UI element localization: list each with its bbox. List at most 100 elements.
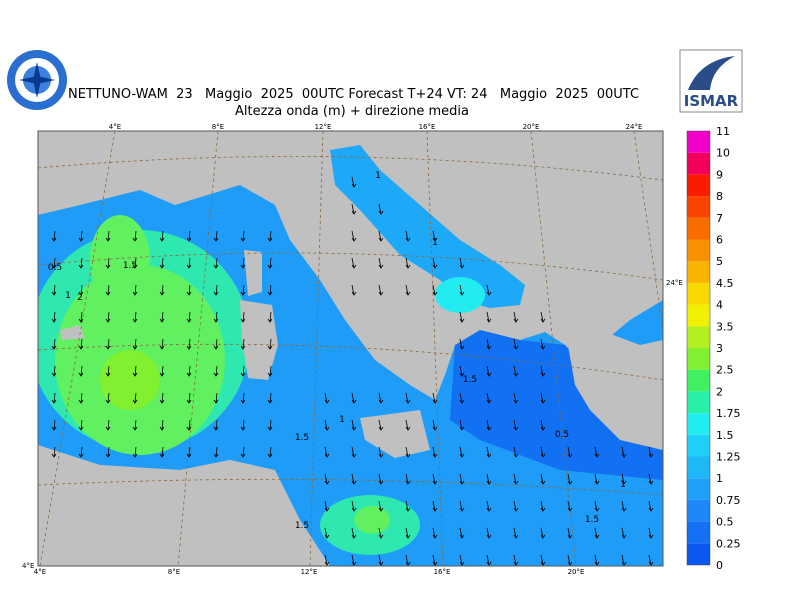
contour-label: 1.5 — [585, 515, 599, 525]
arrow-head — [378, 507, 384, 512]
arrow-head — [186, 318, 192, 323]
direction-arrow — [432, 500, 436, 512]
direction-arrow — [513, 392, 517, 404]
direction-arrow — [242, 257, 245, 269]
direction-arrow — [405, 392, 409, 404]
arrow-head — [78, 372, 84, 377]
direction-arrow — [351, 176, 355, 188]
arrow-head — [540, 561, 546, 566]
arrow-head — [567, 453, 573, 458]
direction-arrow — [567, 554, 571, 566]
legend-swatch — [687, 521, 710, 544]
arrow-head — [351, 210, 357, 215]
arrow-head — [405, 264, 411, 269]
arrow-head — [78, 345, 84, 350]
direction-arrow — [188, 338, 191, 350]
direction-arrow — [378, 230, 382, 242]
arrow-head — [267, 318, 273, 323]
arrow-head — [351, 534, 357, 539]
arrow-head — [351, 264, 357, 269]
direction-arrow — [188, 446, 191, 458]
direction-arrow — [80, 419, 83, 431]
subtitle: Altezza onda (m) + direzione media — [235, 104, 469, 119]
direction-arrow — [324, 419, 328, 431]
direction-arrow — [621, 527, 625, 539]
direction-arrow — [378, 554, 382, 566]
arrow-head — [213, 426, 219, 431]
lon-label: 24°E — [626, 123, 643, 131]
contour-label: 1.5 — [295, 433, 309, 443]
arrow-head — [105, 264, 111, 269]
arrow-head — [78, 237, 84, 242]
arrow-head — [213, 345, 219, 350]
direction-arrow — [540, 419, 544, 431]
lon-label: 8°E — [212, 123, 224, 131]
lat-label: 24°E — [666, 279, 683, 287]
direction-arrow — [405, 284, 409, 296]
arrow-head — [351, 399, 357, 404]
arrow-head — [378, 561, 384, 566]
arrow-head — [132, 453, 138, 458]
direction-arrow — [459, 554, 463, 566]
arrow-head — [51, 264, 57, 269]
direction-arrow — [134, 365, 137, 377]
legend-label: 2 — [716, 385, 723, 398]
legend-swatch — [687, 152, 710, 175]
arrow-head — [213, 237, 219, 242]
direction-arrow — [540, 500, 544, 512]
arrow-head — [51, 345, 57, 350]
arrow-head — [486, 453, 492, 458]
direction-arrow — [188, 392, 191, 404]
legend-swatch — [687, 239, 710, 262]
arrow-head — [351, 291, 357, 296]
arrow-head — [78, 399, 84, 404]
direction-arrow — [269, 257, 272, 269]
direction-arrow — [486, 446, 490, 458]
arrow-head — [324, 426, 330, 431]
arrow-head — [324, 507, 330, 512]
arrow-head — [186, 291, 192, 296]
direction-arrow — [648, 554, 652, 566]
arrow-head — [486, 372, 492, 377]
contour-label: 0.5 — [48, 263, 62, 273]
direction-arrow — [161, 257, 164, 269]
direction-arrow — [594, 473, 598, 485]
arrow-head — [159, 399, 165, 404]
arrow-head — [186, 237, 192, 242]
direction-arrow — [269, 338, 272, 350]
direction-arrow — [188, 419, 191, 431]
arrow-head — [132, 291, 138, 296]
arrow-head — [486, 534, 492, 539]
direction-arrow — [161, 446, 164, 458]
arrow-head — [486, 318, 492, 323]
arrow-head — [513, 534, 519, 539]
direction-arrow — [242, 446, 245, 458]
corner-label: 4°E — [22, 562, 34, 570]
land-corsica — [244, 250, 262, 296]
title: NETTUNO-WAM 23 Maggio 2025 00UTC Forecas… — [68, 87, 639, 102]
direction-arrow — [80, 230, 83, 242]
arrow-head — [51, 426, 57, 431]
direction-arrow — [378, 419, 382, 431]
arrow-head — [540, 480, 546, 485]
lon-label: 16°E — [434, 568, 451, 576]
direction-arrow — [269, 230, 272, 242]
direction-arrow — [269, 284, 272, 296]
arrow-head — [405, 426, 411, 431]
arrow-head — [540, 507, 546, 512]
direction-arrow — [80, 392, 83, 404]
arrow-head — [513, 507, 519, 512]
legend-label: 8 — [716, 190, 723, 203]
land-greece — [560, 300, 663, 450]
direction-arrow — [134, 419, 137, 431]
direction-arrow — [459, 392, 463, 404]
legend-label: 0.5 — [716, 516, 734, 529]
direction-arrow — [486, 527, 490, 539]
direction-arrow — [324, 446, 328, 458]
direction-arrow — [324, 392, 328, 404]
arrow-head — [267, 426, 273, 431]
arrow-head — [351, 561, 357, 566]
direction-arrow — [269, 365, 272, 377]
direction-arrow — [324, 527, 328, 539]
arrow-head — [132, 426, 138, 431]
